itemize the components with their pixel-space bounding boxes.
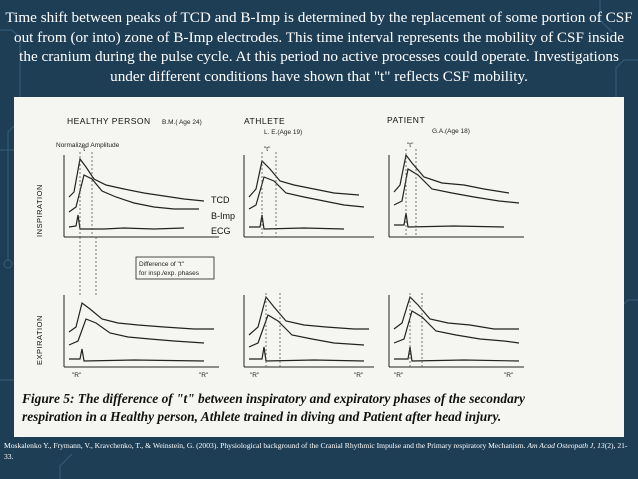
r-marker-patient-right: "R" xyxy=(504,372,514,379)
r-marker-patient-left: "R" xyxy=(394,372,404,379)
legend-tcd: TCD xyxy=(211,195,230,205)
legend-ecg: ECG xyxy=(211,226,231,236)
figure-diagram: HEALTHY PERSON B.M.( Age 24) ATHLETE L. … xyxy=(21,115,525,424)
r-marker-healthy-left: "R" xyxy=(72,372,82,379)
annotation-box xyxy=(135,256,215,280)
figure-caption-line1: Figure 5: The difference of "t" between … xyxy=(21,391,525,406)
subject-patient: G.A.(Age 18) xyxy=(432,128,470,135)
t-marker-patient-insp: "t" xyxy=(407,142,414,149)
annotation-line2: for insp./exp. phases xyxy=(139,270,200,277)
citation-text: Moskalenko Y., Frymann, V., Kravchenko, … xyxy=(4,441,526,450)
figure-caption-line2: respiration in a Healthy person, Athlete… xyxy=(22,409,501,424)
annotation-line1: Difference of "t" xyxy=(139,261,185,268)
legend-bimp: B-Imp xyxy=(211,211,235,221)
y-axis-label: Normalized Amplitude xyxy=(56,142,120,149)
group-label-healthy: HEALTHY PERSON xyxy=(67,116,151,126)
row-label-expiration: EXPIRATION xyxy=(35,315,44,365)
r-marker-athlete-left: "R" xyxy=(250,372,260,379)
citation-journal: Am Acad Osteopath J, 13 xyxy=(527,441,605,450)
subject-healthy: B.M.( Age 24) xyxy=(162,119,202,126)
citation: Moskalenko Y., Frymann, V., Kravchenko, … xyxy=(4,441,634,462)
waveforms-inspiration xyxy=(68,153,520,230)
r-marker-healthy-right: "R" xyxy=(199,372,209,379)
slide-title: Time shift between peaks of TCD and B-Im… xyxy=(5,9,633,85)
figure-panel: HEALTHY PERSON B.M.( Age 24) ATHLETE L. … xyxy=(14,97,624,437)
citation-pages: (2), 21-33. xyxy=(4,441,628,461)
t-markers-expiration xyxy=(265,293,423,367)
t-markers-inspiration xyxy=(79,149,417,237)
axes xyxy=(63,155,524,368)
group-label-athlete: ATHLETE xyxy=(244,116,285,126)
row-label-inspiration: INSPIRATION xyxy=(35,184,44,237)
waveforms-expiration xyxy=(68,295,520,362)
r-marker-athlete-right: "R" xyxy=(354,372,364,379)
group-label-patient: PATIENT xyxy=(387,115,425,125)
t-marker-athlete-insp: "t" xyxy=(264,146,271,153)
t-marker-healthy-insp: "t" xyxy=(81,146,88,153)
subject-athlete: L. E.(Age 19) xyxy=(264,129,302,136)
